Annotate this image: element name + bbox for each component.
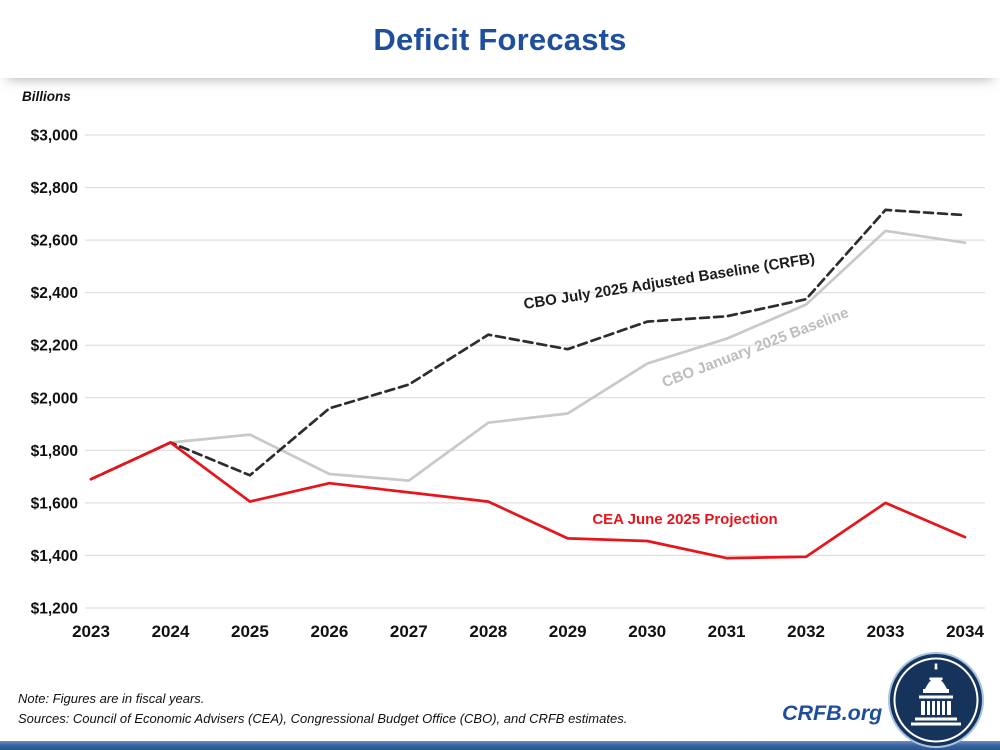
series-label-2: CEA June 2025 Projection [592, 511, 777, 528]
x-tick-label: 2023 [72, 622, 110, 641]
y-axis-unit-label: Billions [22, 89, 71, 104]
y-tick-label: $2,600 [31, 233, 78, 250]
y-tick-label: $2,200 [31, 338, 78, 355]
x-tick-label: 2027 [390, 622, 428, 641]
y-tick-label: $2,000 [31, 390, 78, 407]
x-tick-label: 2028 [469, 622, 507, 641]
x-tick-label: 2024 [152, 622, 190, 641]
x-tick-label: 2033 [867, 622, 905, 641]
x-tick-label: 2034 [946, 622, 984, 641]
y-tick-label: $1,600 [31, 495, 78, 512]
x-tick-label: 2031 [708, 622, 746, 641]
y-tick-label: $1,800 [31, 443, 78, 460]
series-line-0 [89, 229, 967, 482]
x-tick-label: 2026 [310, 622, 348, 641]
y-tick-label: $3,000 [31, 128, 78, 145]
crfb-capitol-logo [888, 652, 984, 748]
chart-title: Deficit Forecasts [373, 22, 627, 57]
x-tick-label: 2025 [231, 622, 269, 641]
series-label-0: CBO January 2025 Baseline [660, 304, 851, 391]
x-tick-label: 2032 [787, 622, 825, 641]
series-line-1 [89, 208, 967, 481]
y-tick-label: $1,200 [31, 601, 78, 618]
series-label-1: CBO July 2025 Adjusted Baseline (CRFB) [523, 250, 817, 313]
sources-note: Sources: Council of Economic Advisers (C… [18, 711, 628, 726]
footnote: Note: Figures are in fiscal years. [18, 691, 205, 706]
crfb-site-text: CRFB.org [782, 701, 883, 725]
bottom-accent-bar [0, 741, 1000, 750]
header-band: Deficit Forecasts [0, 0, 1000, 78]
x-tick-label: 2029 [549, 622, 587, 641]
y-tick-label: $2,400 [31, 285, 78, 302]
capitol-columns [925, 701, 947, 715]
x-tick-label: 2030 [628, 622, 666, 641]
series-line-2 [89, 441, 967, 560]
y-tick-label: $2,800 [31, 180, 78, 197]
deficit-forecast-chart: $1,200 $1,400 $1,600 $1,800 $2,000 $2,200 $2,4… [31, 128, 985, 641]
y-tick-label: $1,400 [31, 548, 78, 565]
